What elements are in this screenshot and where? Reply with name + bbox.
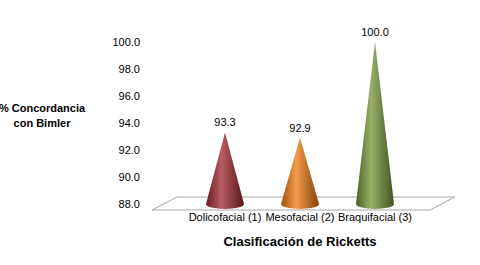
- y-tick: [142, 42, 146, 43]
- y-label-line: % Concordancia: [0, 102, 86, 114]
- y-tick-label: 90.0: [119, 171, 140, 183]
- y-tick-label: 88.0: [119, 198, 140, 210]
- y-tick-label: 94.0: [119, 117, 140, 129]
- y-axis-label: % Concordancia con Bimler: [0, 102, 86, 129]
- data-label: 93.3: [214, 116, 235, 128]
- data-label: 92.9: [289, 122, 310, 134]
- y-tick-label: 100.0: [112, 36, 140, 48]
- y-tick-label: 96.0: [119, 90, 140, 102]
- data-label: 100.0: [361, 26, 389, 38]
- y-tick-label: 92.0: [119, 144, 140, 156]
- x-tick-label: Mesofacial (2): [265, 211, 334, 223]
- y-tick: [142, 204, 146, 205]
- y-tick: [142, 123, 146, 124]
- x-tick-label: Braquifacial (3): [338, 211, 412, 223]
- cone: [206, 132, 244, 209]
- y-label-line: con Bimler: [14, 117, 72, 129]
- chart: 88.0 90.0 92.0 94.0 96.0 98.0 100.0 % Concordan…: [0, 0, 480, 265]
- x-tick-label: Dolicofacial (1): [189, 211, 262, 223]
- x-axis-label: Clasificación de Ricketts: [223, 234, 376, 249]
- y-tick-label: 98.0: [119, 63, 140, 75]
- y-tick: [142, 150, 146, 151]
- cone: [281, 138, 319, 209]
- cone: [356, 42, 394, 209]
- y-tick: [142, 177, 146, 178]
- marks: [206, 42, 394, 209]
- y-tick: [142, 96, 146, 97]
- y-tick: [142, 69, 146, 70]
